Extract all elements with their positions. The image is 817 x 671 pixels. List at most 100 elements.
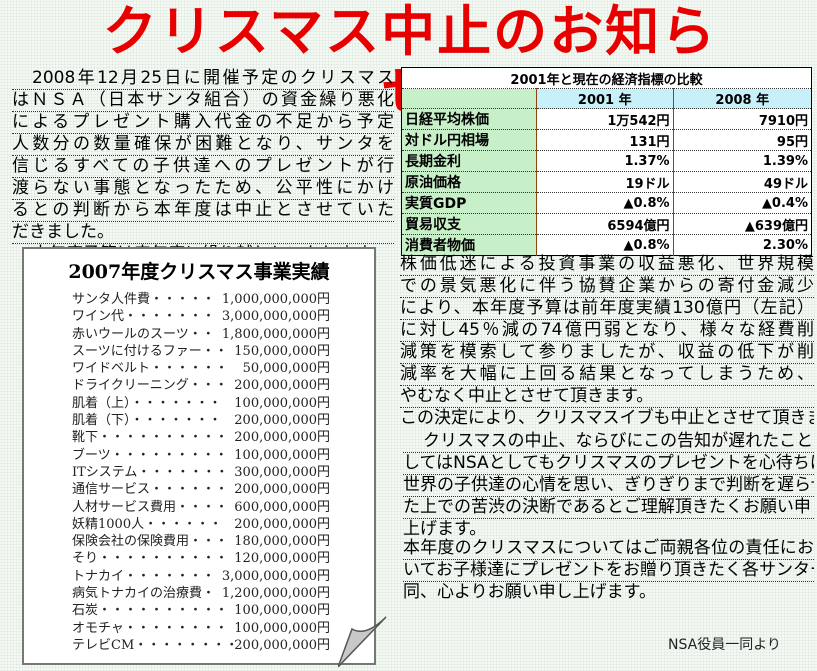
expense-amount: 100,000,000円 (234, 447, 330, 463)
table-caption: 2001年と現在の経済指標の比較 (401, 67, 812, 89)
table-row: 長期金利 1.37% 1.39% (401, 150, 812, 172)
expense-name: そり・・・・・・・・・・ (72, 551, 229, 567)
expense-item: 妖精1000人・・・・・・ 200,000,000円 (72, 516, 330, 533)
table-row: 実質GDP ▲0.8% ▲0.4% (401, 192, 812, 214)
expense-item: 保険会社の保険費用・・・ 180,000,000円 (72, 533, 330, 550)
expense-amount: 3,000,000,000円 (221, 309, 330, 325)
results-title: 2007年度クリスマス事業実績 (68, 261, 330, 283)
expense-amount: 120,000,000円 (234, 551, 330, 567)
expense-name: 通信サービス・・・・・・ (72, 482, 229, 498)
expense-name: テレビCM・・・・・・・・ (72, 637, 235, 653)
text-line: 本年度のクリスマスについてはご両親各位の責任にお (403, 538, 814, 560)
parents-paragraph: 本年度のクリスマスについてはご両親各位の責任にお いてお子様達にプレゼントをお贈り… (403, 538, 814, 603)
expense-item: 病気トナカイの治療費・ 1,200,000,000円 (72, 585, 330, 602)
expense-item: ドライクリーニング・・・ 200,000,000円 (72, 377, 330, 394)
expense-item: 赤いウールのスーツ・・ 1,800,000,000円 (72, 326, 330, 343)
row-value: ▲639億円 (672, 213, 812, 235)
text-line: いてお子様達にプレゼントをお贈り頂きたく各サンター (403, 560, 814, 582)
expense-item: 通信サービス・・・・・・ 200,000,000円 (72, 481, 330, 498)
text-line: るとの判断から本年度は中止とさせていた (12, 200, 394, 222)
row-label: 貿易収支 (401, 213, 537, 235)
expense-name: 赤いウールのスーツ・・ (72, 326, 215, 342)
text-line: 同、心よりお願い申し上げます。 (403, 582, 656, 602)
row-value: 95円 (672, 129, 812, 151)
text-line: この決定により、クリスマスイブも中止とさせて頂きます。 (400, 408, 814, 428)
row-value: 1万542円 (536, 108, 674, 130)
table-row: 消費者物価 ▲0.8% 2.30% (401, 234, 812, 256)
expense-amount: 1,000,000,000円 (221, 292, 330, 307)
expense-name: ブーツ・・・・・・・・・ (72, 447, 228, 463)
expense-amount: 3,000,000,000円 (221, 568, 330, 584)
row-value: 1.39% (672, 150, 812, 172)
expense-amount: 200,000,000円 (234, 637, 330, 653)
row-label: 原油価格 (401, 171, 537, 193)
expense-amount: 600,000,000円 (234, 499, 330, 515)
row-label: 対ドル円相場 (401, 129, 537, 151)
text-line: 減策を模索して参りましたが、収益の低下が削 (400, 342, 814, 364)
expense-item: スーツに付けるファー・・ 150,000,000円 (72, 343, 330, 360)
expense-amount: 180,000,000円 (234, 534, 330, 550)
text-line: 株価低迷による投資事業の収益悪化、世界規模 (400, 254, 814, 276)
text-line: 減率を大幅に上回る結果となってしまうため、 (400, 364, 814, 386)
row-label: 消費者物価 (401, 234, 537, 256)
row-value: 131円 (536, 129, 674, 151)
expense-name: 妖精1000人・・・・・・ (72, 516, 223, 532)
expense-item: 肌着（下）・・・・・・・ 200,000,000円 (72, 412, 330, 429)
expense-item: テレビCM・・・・・・・・ 200,000,000円 (72, 637, 330, 654)
expense-name: トナカイ・・・・・・・ (72, 568, 216, 584)
expense-amount: 100,000,000円 (234, 395, 330, 411)
text-line: はＮＳＡ（日本サンタ組合）の資金繰り悪化 (12, 90, 394, 112)
expense-amount: 100,000,000円 (234, 620, 330, 636)
row-value: 1.37% (536, 150, 674, 172)
expense-amount: 1,200,000,000円 (221, 586, 330, 602)
text-line: やむなく中止とさせて頂きます。 (400, 386, 814, 408)
row-value: ▲0.4% (672, 192, 812, 214)
row-value: 6594億円 (536, 213, 674, 235)
expense-name: 人材サービス費用・・・・ (72, 499, 229, 515)
economic-indicators-table: 2001年と現在の経済指標の比較 2001 年 2008 年 日経平均株価 1万54… (401, 67, 812, 256)
expense-item: 肌着（上）・・・・・・・ 100,000,000円 (72, 395, 330, 412)
expense-item: 靴下・・・・・・・・・・ 200,000,000円 (72, 429, 330, 446)
text-line: での景気悪化に伴う協賛企業からの寄付金減少 (400, 276, 814, 298)
expense-item: ITシステム・・・・・・・ 300,000,000円 (72, 464, 330, 481)
expense-name: 肌着（下）・・・・・・・ (72, 413, 222, 429)
text-line: によるプレゼント購入代金の不足から予定 (12, 112, 394, 134)
results-sheet: 2007年度クリスマス事業実績 サンタ人件費・・・・・ 1,000,000,000… (22, 247, 387, 667)
expense-name: 靴下・・・・・・・・・・ (72, 430, 229, 446)
expense-name: ITシステム・・・・・・・ (72, 464, 229, 480)
text-line: 2008年12月25日に開催予定のクリスマス (12, 68, 394, 90)
expense-item: そり・・・・・・・・・・ 120,000,000円 (72, 550, 330, 567)
expense-amount: 100,000,000円 (234, 603, 330, 619)
table-header: 2008 年 (672, 88, 812, 109)
expense-item: オモチャ・・・・・・・・ 100,000,000円 (72, 620, 330, 637)
expense-item: 石炭・・・・・・・・・・ 100,000,000円 (72, 602, 330, 619)
text-line: 世界の子供達の心情を思い、ぎりぎりまで判断を遅らせ (403, 475, 814, 497)
text-line: に対し45％減の74億円弱となり、様々な経費削 (400, 320, 814, 342)
expense-name: ワイドベルト・・・・・・ (72, 361, 229, 377)
expense-item: 人材サービス費用・・・・ 600,000,000円 (72, 499, 330, 516)
expense-item: ワイドベルト・・・・・・ 50,000,000円 (72, 360, 330, 377)
row-value: ▲0.8% (536, 192, 674, 214)
intro-paragraph: 2008年12月25日に開催予定のクリスマス はＮＳＡ（日本サンタ組合）の資金繰り… (12, 68, 394, 265)
text-line: 人数分の数量確保が困難となり、サンタを (12, 134, 394, 156)
table-row: 対ドル円相場 131円 95円 (401, 129, 812, 151)
text-line: クリスマスの中止、ならびにこの告知が遅れたことにつきま (403, 431, 814, 453)
row-label: 長期金利 (401, 150, 537, 172)
table-header: 2001 年 (536, 88, 674, 109)
text-line: 渡らない事態となったため、公平性にかけ (12, 178, 394, 200)
expense-name: ワイン代・・・・・・・ (72, 309, 216, 325)
expense-item: ブーツ・・・・・・・・・ 100,000,000円 (72, 447, 330, 464)
expense-amount: 200,000,000円 (234, 413, 330, 429)
reason-paragraph: 株価低迷による投資事業の収益悪化、世界規模 での景気悪化に伴う協賛企業からの寄付金… (400, 254, 814, 429)
expense-amount: 200,000,000円 (234, 430, 330, 446)
text-line: だきました。 (12, 222, 394, 244)
row-value: 49ドル (672, 171, 812, 193)
expense-amount: 200,000,000円 (234, 482, 330, 498)
text-line: 信じるすべての子供達へのプレゼントが行 (12, 156, 394, 178)
table-header-blank (401, 88, 537, 109)
row-label: 日経平均株価 (401, 108, 537, 130)
page-curl-icon (338, 616, 387, 667)
row-value: ▲0.8% (536, 234, 674, 256)
expense-name: 肌着（上）・・・・・・・ (72, 395, 222, 411)
text-line: た上での苦渋の決断であるとご理解頂きたくお願い申し (403, 497, 814, 519)
